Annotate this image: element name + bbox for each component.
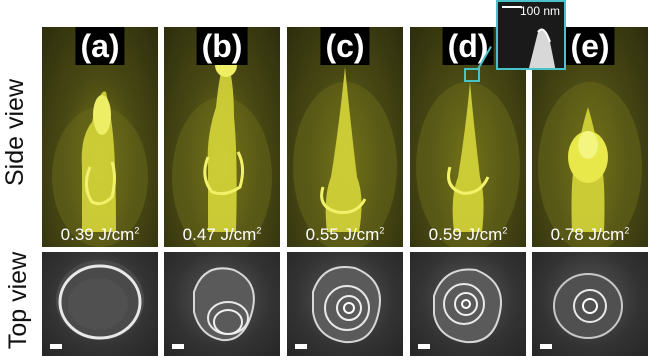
fluence-label-d: 0.59 J/cm2 — [428, 225, 508, 244]
panel-label-d: (d) — [442, 27, 494, 65]
scale-bar-d — [418, 344, 430, 349]
inset-zoom-image: 100 nm — [496, 0, 566, 70]
top-view-image-a — [42, 252, 158, 356]
top-view-image-c — [287, 252, 403, 356]
inset-scale-bar — [502, 6, 522, 8]
top-view-image-d — [410, 252, 526, 356]
fluence-label-b: 0.47 J/cm2 — [182, 225, 262, 244]
top-view-image-b — [164, 252, 280, 356]
panel-label-c: (c) — [320, 27, 370, 65]
panel-label-b: (b) — [196, 27, 248, 65]
scale-bar-e — [540, 344, 552, 349]
scale-bar-c — [295, 344, 307, 349]
side-view-image-a: (a) 0.39 J/cm2 — [42, 27, 158, 247]
panel-b: (b) 0.47 J/cm2 — [164, 0, 280, 360]
fluence-label-a: 0.39 J/cm2 — [60, 225, 140, 244]
panel-d: (d) 0.59 J/cm2 — [410, 0, 526, 360]
panel-label-a: (a) — [75, 27, 125, 65]
top-view-image-e — [532, 252, 648, 356]
scale-bar-a — [50, 344, 62, 349]
row-label-side-view: Side view — [1, 79, 29, 186]
side-view-image-c: (c) 0.55 J/cm2 — [287, 27, 403, 247]
scale-bar-b — [172, 344, 184, 349]
panel-a: (a) 0.39 J/cm2 — [42, 0, 158, 360]
fluence-label-e: 0.78 J/cm2 — [550, 225, 630, 244]
panel-label-e: (e) — [565, 27, 615, 65]
zoom-region-box — [464, 68, 480, 82]
panel-c: (c) 0.55 J/cm2 — [287, 0, 403, 360]
inset-scale-label: 100 nm — [519, 4, 560, 18]
row-label-top-view: Top view — [4, 251, 33, 350]
side-view-image-d: (d) 0.59 J/cm2 — [410, 27, 526, 247]
fluence-label-c: 0.55 J/cm2 — [305, 225, 385, 244]
side-view-image-b: (b) 0.47 J/cm2 — [164, 27, 280, 247]
